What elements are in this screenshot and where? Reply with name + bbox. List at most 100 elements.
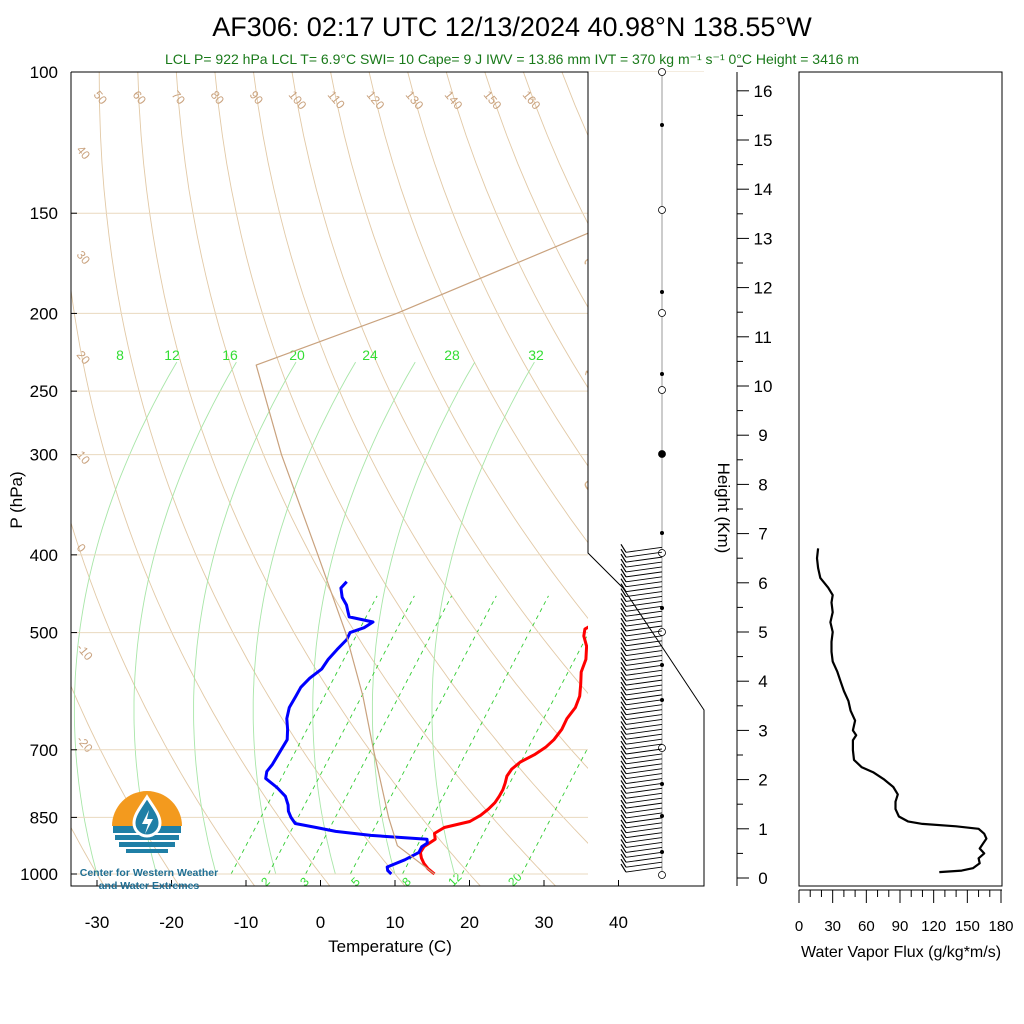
wind-barb — [625, 640, 663, 647]
wvf-tick-label: 150 — [955, 918, 980, 935]
wind-barb — [625, 659, 663, 666]
dry-adiabat — [71, 685, 180, 886]
wind-barb — [625, 728, 663, 735]
moist-adiabat — [252, 361, 356, 875]
theta-label: 30 — [74, 248, 94, 267]
wind-barb — [625, 605, 663, 612]
wvf-line — [815, 548, 988, 874]
wind-barb — [625, 576, 663, 583]
wind-barb-flag — [620, 804, 627, 814]
wind-barb-flag — [620, 553, 627, 563]
barb-dot — [660, 531, 665, 536]
height-tick-label: 15 — [754, 131, 773, 150]
wind-barb-flag — [620, 844, 627, 853]
wind-barb-flag — [620, 834, 627, 843]
wind-barb-flag — [620, 622, 627, 632]
wind-barb — [625, 596, 663, 602]
wind-barb-flag — [620, 740, 627, 750]
chart-subtitle: LCL P= 922 hPa LCL T= 6.9°C SWI= 10 Cape… — [165, 51, 859, 67]
wvf-tick-label: 120 — [921, 918, 946, 935]
temp-tick-label: 0 — [316, 913, 325, 932]
wind-barb — [625, 684, 663, 691]
logo-text-line2: and Water Extremes — [99, 880, 200, 892]
wind-barb-flag — [620, 642, 627, 651]
theta-label: 80 — [208, 88, 228, 107]
wind-barb — [625, 797, 663, 804]
wind-barb-flag — [620, 726, 627, 735]
wind-barb — [625, 561, 663, 568]
wind-barb — [625, 714, 663, 721]
mixing-ratio-label: 2 — [258, 874, 273, 889]
mixing-ratio-line — [461, 595, 609, 875]
dry-adiabat — [793, 72, 1024, 891]
wind-barb — [625, 674, 663, 681]
barb-dot — [658, 628, 666, 636]
barb-dot — [660, 289, 665, 294]
height-tick-label: 9 — [758, 426, 767, 445]
wind-barb — [625, 827, 663, 834]
wind-barb-flag — [620, 716, 627, 725]
barb-dot — [658, 744, 666, 752]
pressure-tick-label: 100 — [30, 63, 58, 82]
wind-barb — [625, 625, 663, 632]
wind-barb — [625, 704, 663, 711]
dry-adiabat — [98, 72, 406, 886]
theta-label: 40 — [74, 143, 94, 162]
wind-barb-flag — [620, 568, 627, 578]
pressure-tick-label: 250 — [30, 382, 58, 401]
wind-barb — [625, 669, 663, 676]
wind-barb — [625, 807, 663, 814]
wind-barb-flag — [620, 814, 627, 824]
wind-barb-flag — [620, 662, 627, 671]
theta-label: 60 — [130, 88, 150, 107]
theta-label: 100 — [286, 88, 310, 113]
wind-barb-flag — [620, 780, 627, 789]
height-tick-label: 11 — [754, 328, 772, 347]
wind-barb — [625, 753, 663, 760]
parcel-line — [255, 180, 704, 875]
wvf-tick-label: 0 — [795, 918, 803, 935]
height-tick-label: 5 — [758, 623, 767, 642]
temp-tick-label: 20 — [460, 913, 479, 932]
wind-barb-flag — [620, 711, 627, 720]
wind-barb-flag — [620, 671, 627, 681]
dry-adiabat — [755, 72, 1024, 891]
wind-barb — [625, 748, 663, 755]
wind-barb — [625, 591, 663, 598]
axes: 0123456789101112131415161001502002503004… — [20, 63, 772, 932]
temp-tick-label: 30 — [535, 913, 554, 932]
wind-barb — [625, 556, 663, 563]
theta-e-label: 32 — [528, 347, 544, 363]
wind-barb — [625, 856, 663, 863]
theta-label: 120 — [364, 88, 388, 113]
moist-adiabat — [312, 361, 416, 875]
wvf-tick-label: 90 — [892, 918, 909, 935]
water-drop-logo-icon — [112, 791, 182, 853]
dry-adiabat — [71, 286, 331, 886]
barb-dot — [658, 871, 666, 879]
wind-barb — [625, 743, 663, 750]
wind-barb — [625, 635, 663, 642]
barb-dot — [660, 663, 665, 668]
wind-barb-flag — [620, 607, 627, 617]
wind-barb-flag — [620, 558, 627, 568]
dry-adiabat — [832, 72, 1024, 891]
theta-label: 50 — [91, 88, 111, 107]
wind-barb-flag — [620, 755, 627, 765]
wind-barb — [625, 689, 663, 696]
wvf-axis-label: Water Vapor Flux (g/kg*m/s) — [801, 944, 1001, 961]
mixing-ratio-label: 3 — [297, 874, 312, 889]
wind-barb-flag — [620, 681, 627, 691]
dry-adiabat — [291, 72, 704, 817]
wind-barb — [625, 571, 663, 578]
wind-barb — [625, 782, 663, 789]
wind-barb-flag — [620, 691, 627, 701]
pressure-tick-label: 850 — [30, 808, 58, 827]
height-tick-label: 10 — [754, 377, 773, 396]
wind-barb — [625, 822, 663, 829]
mixing-ratio-line — [349, 595, 497, 875]
temperature-line — [418, 583, 624, 876]
wind-barb — [625, 733, 663, 740]
wind-barb-flag — [620, 785, 627, 794]
wind-barb-flag — [620, 730, 627, 740]
